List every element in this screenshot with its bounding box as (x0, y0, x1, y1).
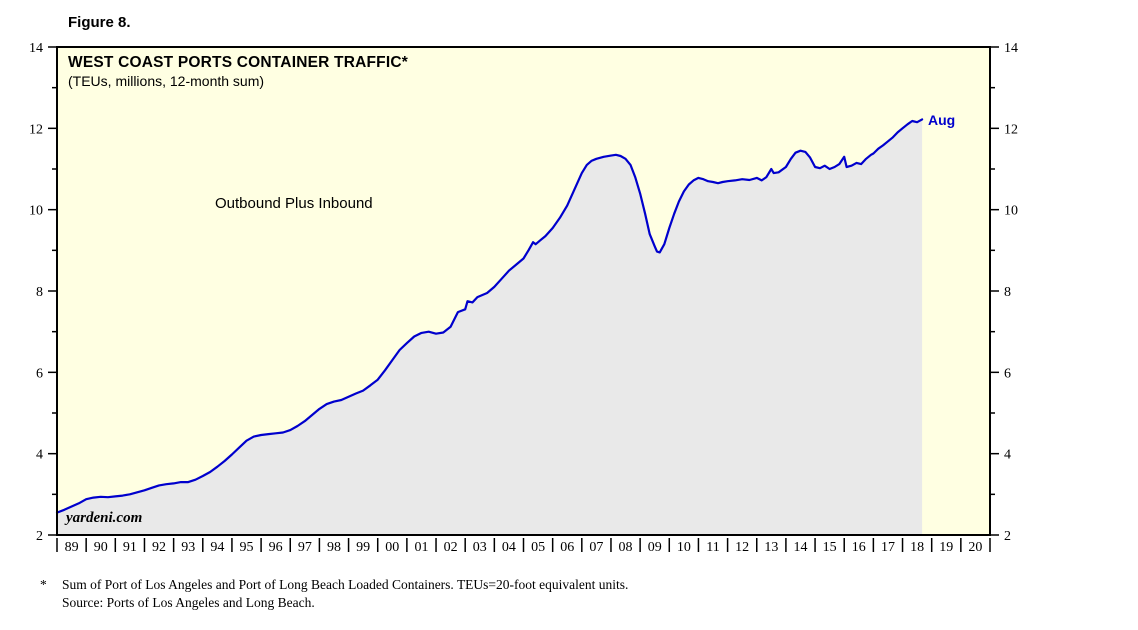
y-tick-label-right: 14 (1004, 41, 1018, 56)
y-tick-label-left: 4 (36, 448, 43, 463)
x-tick-label: 93 (181, 540, 195, 555)
x-tick-label: 19 (939, 540, 953, 555)
x-tick-label: 92 (152, 540, 166, 555)
y-tick-label-left: 14 (29, 41, 43, 56)
series-area-fill (57, 119, 923, 536)
x-tick-label: 05 (531, 540, 545, 555)
y-tick-label-right: 4 (1004, 448, 1011, 463)
y-tick-label-left: 2 (36, 529, 43, 544)
y-tick-label-right: 6 (1004, 366, 1011, 381)
x-tick-label: 02 (444, 540, 458, 555)
x-tick-label: 01 (414, 540, 428, 555)
y-tick-label-right: 2 (1004, 529, 1011, 544)
figure-label: Figure 8. (68, 14, 131, 31)
y-tick-label-left: 6 (36, 366, 43, 381)
x-tick-label: 04 (502, 540, 516, 555)
footnote-text: Sum of Port of Los Angeles and Port of L… (62, 576, 628, 611)
x-tick-label: 00 (385, 540, 399, 555)
last-point-annotation: Aug (928, 112, 956, 128)
footnote-line2: Source: Ports of Los Angeles and Long Be… (62, 594, 315, 610)
chart-subtitle: (TEUs, millions, 12-month sum) (68, 73, 265, 89)
x-tick-label: 94 (210, 540, 224, 555)
series-label: Outbound Plus Inbound (215, 195, 373, 212)
x-tick-label: 12 (735, 540, 749, 555)
x-tick-label: 10 (677, 540, 691, 555)
footnote: * Sum of Port of Los Angeles and Port of… (40, 576, 628, 611)
footnote-asterisk: * (40, 577, 47, 592)
x-tick-label: 96 (269, 540, 283, 555)
series-line (55, 118, 924, 514)
watermark-yardeni: yardeni.com (66, 510, 143, 526)
y-tick-label-left: 12 (29, 122, 43, 137)
x-tick-label: 06 (560, 540, 574, 555)
x-tick-label: 13 (764, 540, 778, 555)
x-tick-label: 15 (823, 540, 837, 555)
x-tick-label: 90 (94, 540, 108, 555)
y-tick-label-right: 12 (1004, 122, 1018, 137)
x-tick-label: 07 (589, 540, 603, 555)
x-tick-label: 14 (793, 540, 807, 555)
x-tick-label: 95 (240, 540, 254, 555)
y-tick-label-left: 8 (36, 285, 43, 300)
x-tick-label: 03 (473, 540, 487, 555)
y-tick-label-right: 10 (1004, 204, 1018, 219)
x-tick-label: 97 (298, 540, 312, 555)
chart-title: WEST COAST PORTS CONTAINER TRAFFIC* (68, 54, 408, 71)
x-tick-label: 08 (619, 540, 633, 555)
x-tick-label: 89 (65, 540, 79, 555)
x-tick-label: 11 (706, 540, 719, 555)
x-tick-label: 09 (648, 540, 662, 555)
x-tick-label: 16 (852, 540, 866, 555)
x-tick-label: 91 (123, 540, 137, 555)
y-tick-label-right: 8 (1004, 285, 1011, 300)
x-tick-label: 20 (968, 540, 982, 555)
footnote-line1: Sum of Port of Los Angeles and Port of L… (62, 577, 629, 592)
x-tick-label: 18 (910, 540, 924, 555)
x-tick-label: 99 (356, 540, 370, 555)
y-tick-label-left: 10 (29, 204, 43, 219)
x-tick-label: 17 (881, 540, 895, 555)
x-tick-label: 98 (327, 540, 341, 555)
